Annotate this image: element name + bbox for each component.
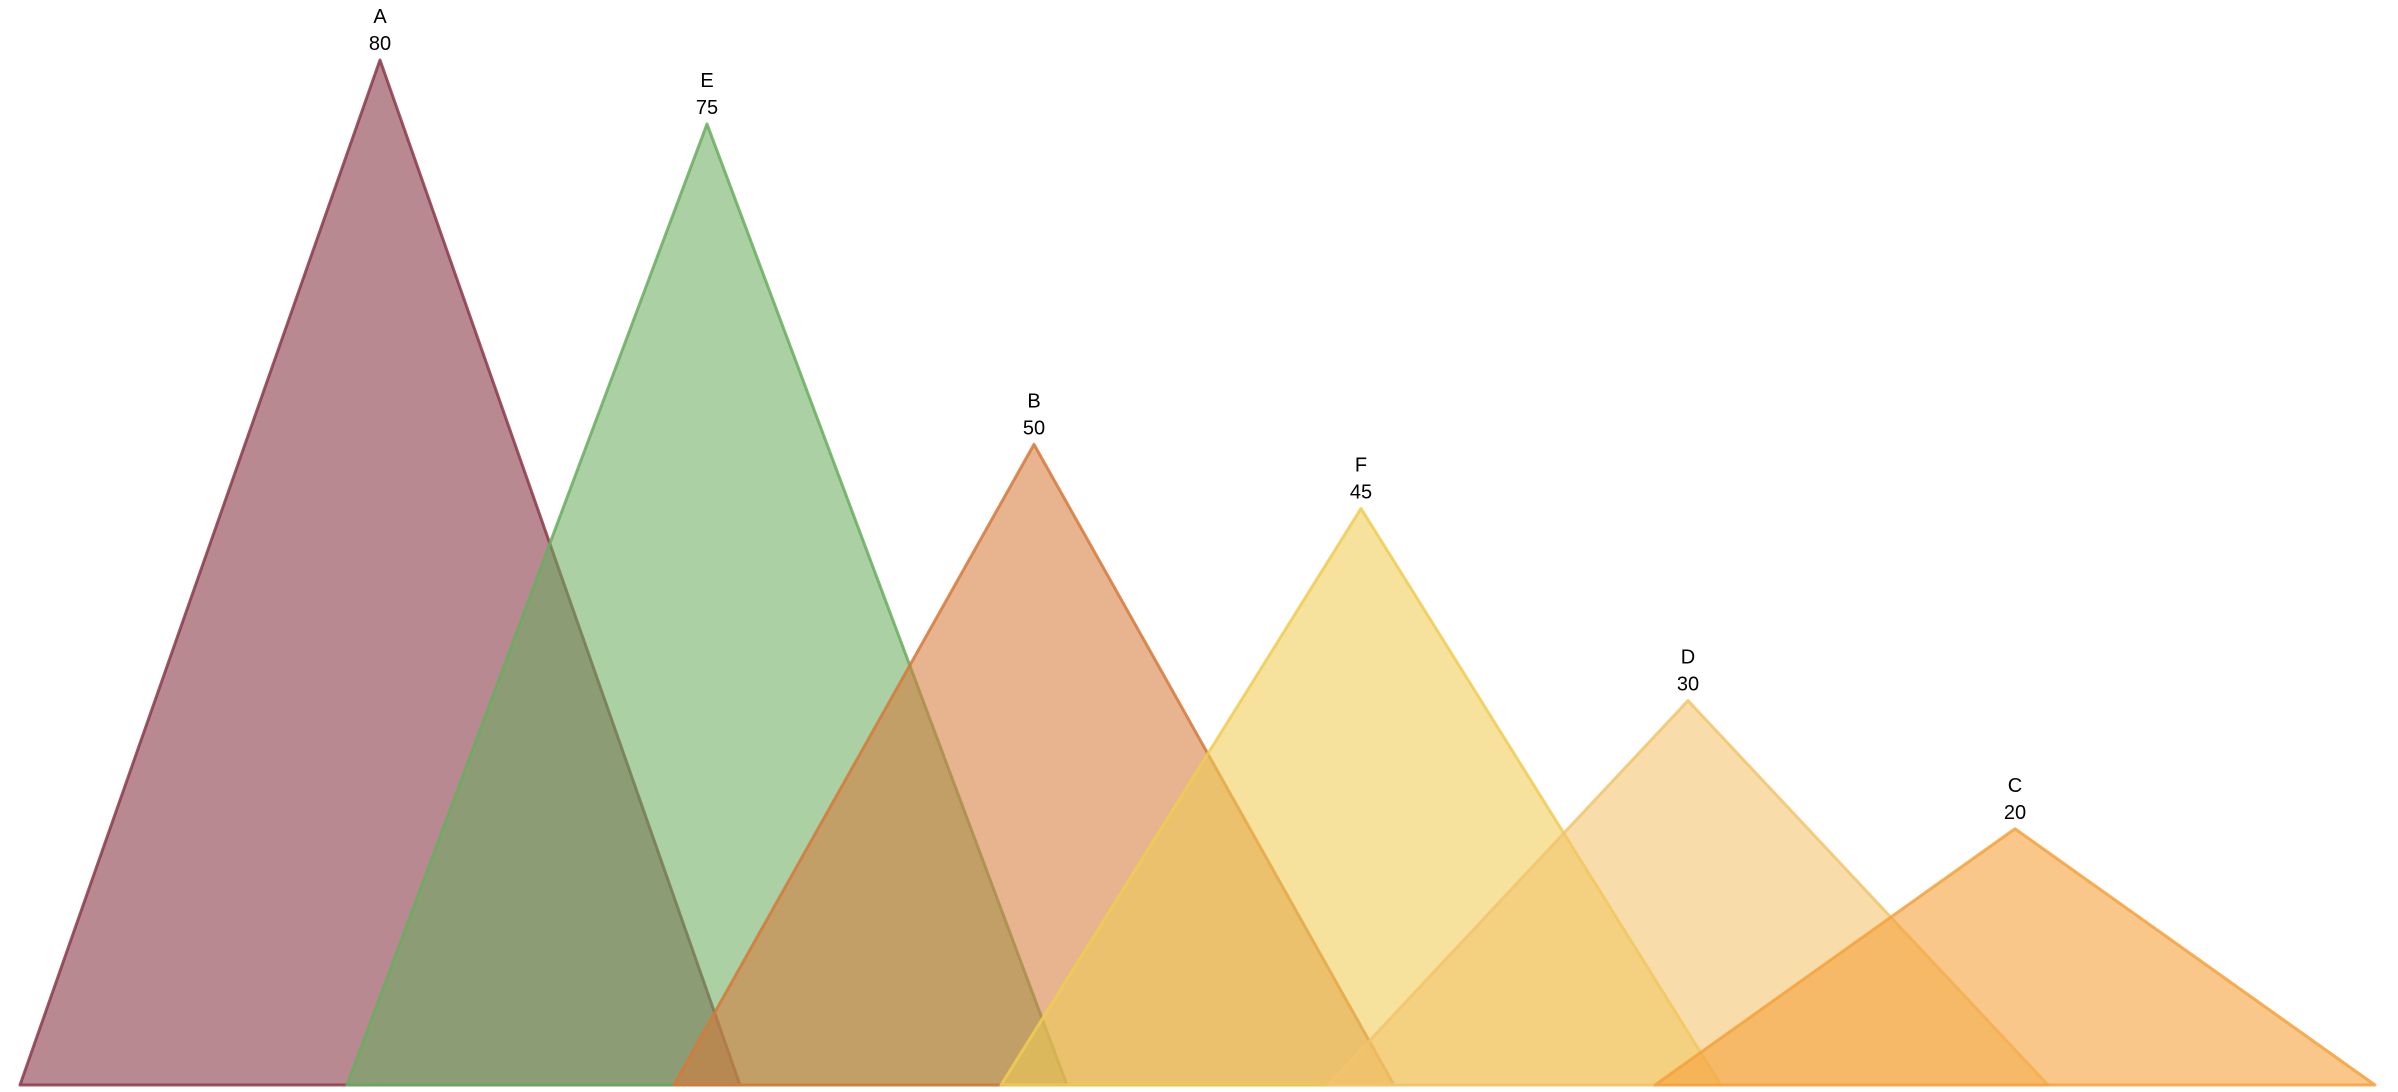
value-label-e: 75 xyxy=(696,97,718,119)
category-label-d: D xyxy=(1681,647,1695,669)
category-label-f: F xyxy=(1355,454,1367,476)
category-label-c: C xyxy=(2008,775,2022,797)
value-label-d: 30 xyxy=(1677,674,1699,696)
value-label-f: 45 xyxy=(1350,481,1372,503)
category-label-a: A xyxy=(373,6,387,28)
triangle-c xyxy=(1653,827,2377,1087)
label-layer: A 80 E 75 B 50 F 45 D 30 C 20 xyxy=(369,6,2026,824)
triangle-layer xyxy=(18,58,2377,1087)
category-label-b: B xyxy=(1027,390,1040,412)
value-label-b: 50 xyxy=(1023,417,1045,439)
value-label-a: 80 xyxy=(369,33,391,55)
category-label-e: E xyxy=(700,70,713,92)
value-label-c: 20 xyxy=(2004,802,2026,824)
